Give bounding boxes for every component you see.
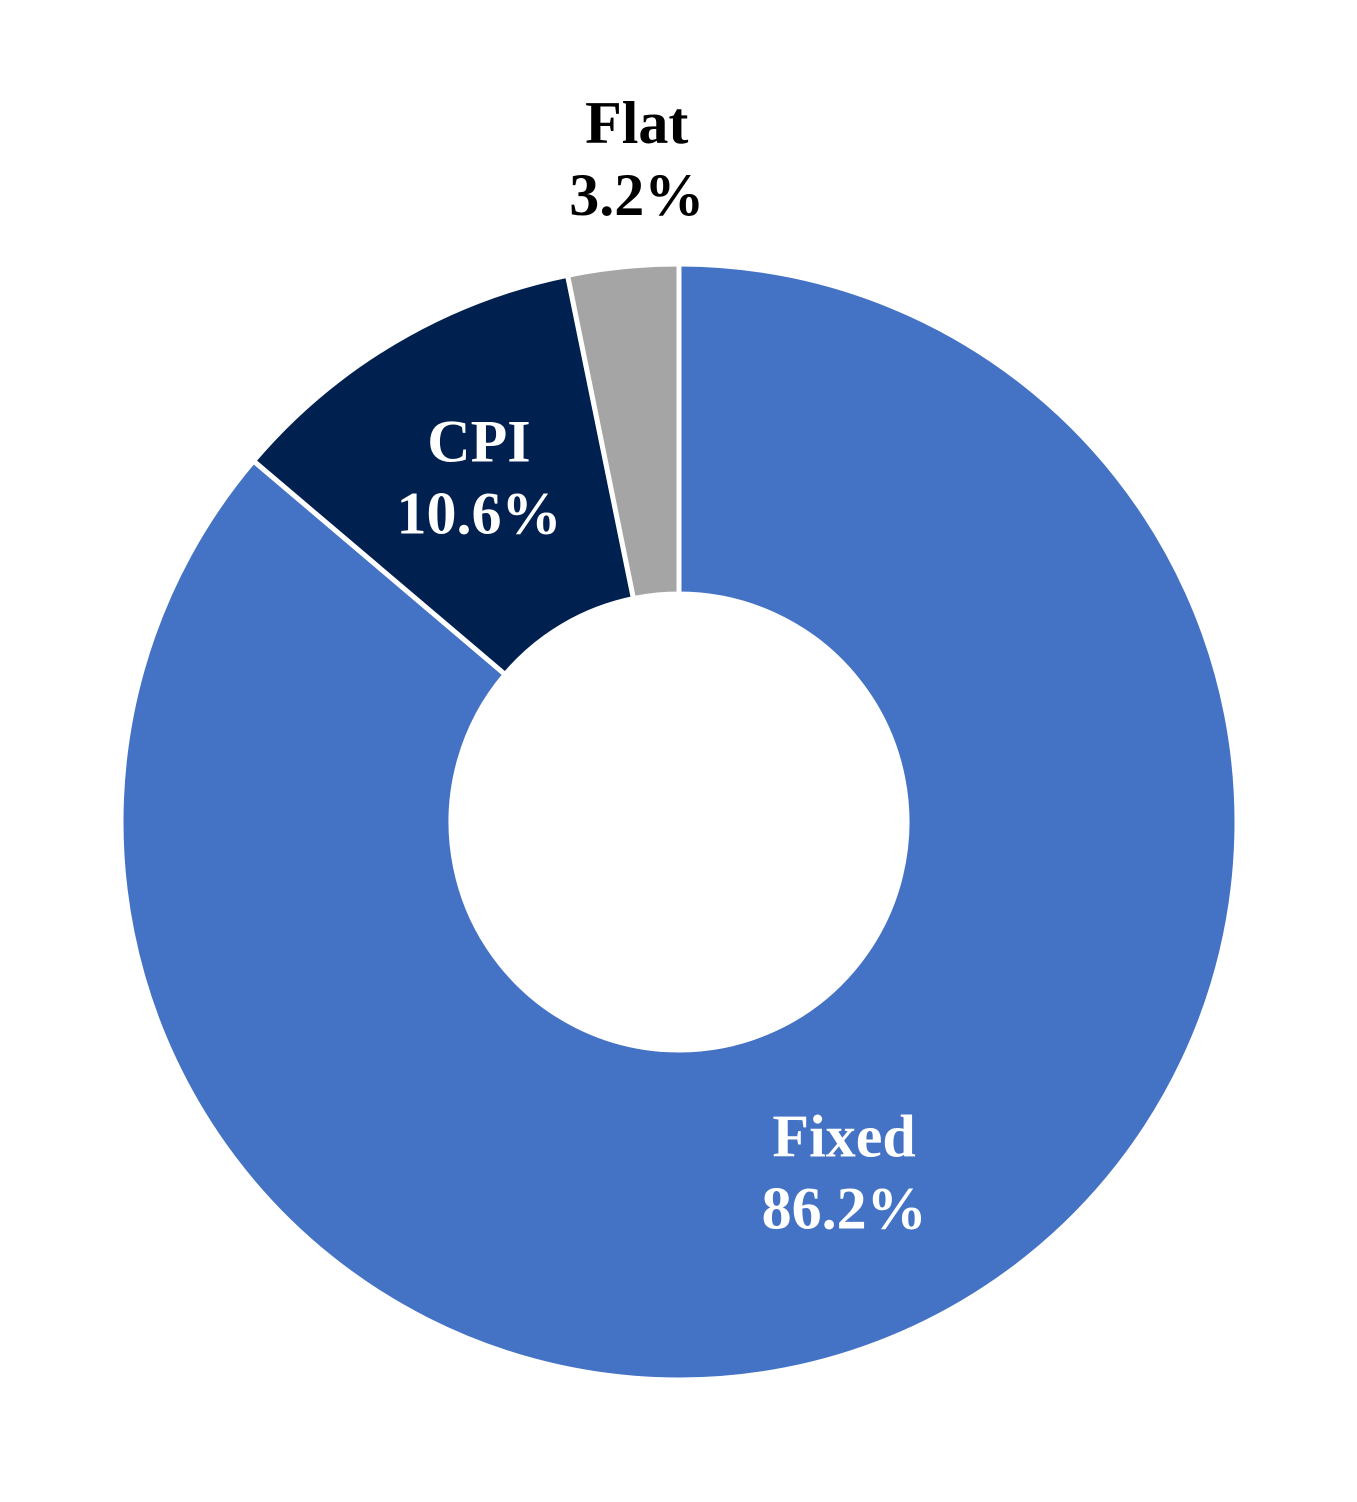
slice-label: Flat	[585, 90, 688, 156]
slice	[118, 261, 1240, 1383]
slice	[250, 272, 637, 678]
value-label: 3.2%	[569, 162, 704, 228]
slice-label: CPI	[427, 408, 530, 474]
value-label: 86.2%	[762, 1175, 927, 1241]
slice	[564, 261, 682, 602]
value-label: 10.6%	[396, 480, 561, 546]
slice-label: Fixed	[772, 1103, 915, 1169]
